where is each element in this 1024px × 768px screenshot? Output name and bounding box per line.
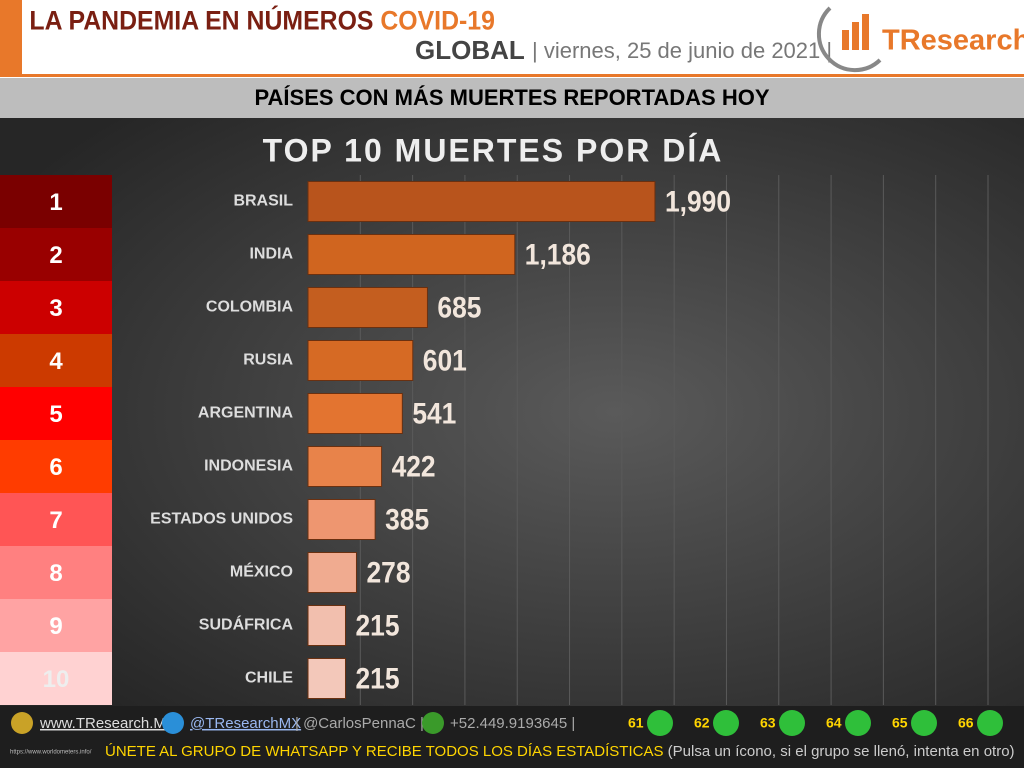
- whatsapp-icon[interactable]: [911, 710, 937, 736]
- value-label: 215: [355, 661, 399, 695]
- rank: 3: [49, 295, 62, 322]
- accent-bar: [0, 0, 22, 74]
- title-text: LA PANDEMIA EN NÚMEROS: [29, 4, 373, 35]
- web-icon: [11, 712, 33, 734]
- note: (Pulsa un ícono, si el grupo se llenó, i…: [668, 743, 1015, 760]
- whatsapp-groups: 61 62 63 64 65 66: [628, 710, 1003, 736]
- source[interactable]: https://www.worldometers.info/: [10, 750, 92, 756]
- rank: 10: [43, 666, 70, 693]
- whatsapp-icon[interactable]: [779, 710, 805, 736]
- rank: 6: [49, 454, 62, 481]
- rank-cell: [0, 175, 112, 228]
- bar: [307, 234, 516, 275]
- bar: [307, 446, 383, 487]
- group-number: 62: [694, 715, 710, 731]
- rank-cell: [0, 228, 112, 281]
- rank: 1: [49, 189, 62, 216]
- value-label: 215: [355, 608, 399, 642]
- date: | viernes, 25 de junio de 2021 |: [532, 38, 832, 63]
- category-label: CHILE: [245, 670, 293, 687]
- whatsapp-icon[interactable]: [845, 710, 871, 736]
- grid: [359, 175, 989, 705]
- group-number: 66: [958, 715, 974, 731]
- value-label: 278: [366, 555, 410, 589]
- rank-cell: [0, 652, 112, 705]
- category-label: SUDÁFRICA: [199, 615, 294, 634]
- banner: PAÍSES CON MÁS MUERTES REPORTADAS HOY: [254, 85, 769, 110]
- header-date: GLOBAL | viernes, 25 de junio de 2021 |: [415, 35, 832, 65]
- call: ÚNETE AL GRUPO DE WHATSAPP Y RECIBE TODO…: [105, 743, 663, 760]
- twitter-icon: [162, 712, 184, 734]
- bar: [307, 552, 357, 593]
- rank-cell: [0, 546, 112, 599]
- value-label: 1,990: [665, 184, 731, 218]
- rank: 8: [49, 560, 62, 587]
- category-label: INDONESIA: [204, 458, 293, 475]
- whatsapp-icon[interactable]: [647, 710, 673, 736]
- whatsapp-icon[interactable]: [713, 710, 739, 736]
- brand: TResearch: [882, 25, 1024, 57]
- rank: 5: [49, 401, 62, 428]
- rank: 4: [49, 348, 63, 375]
- category-label: ARGENTINA: [198, 405, 294, 422]
- title-highlight: COVID-19: [380, 6, 495, 35]
- rank-cell: [0, 387, 112, 440]
- header-title: LA PANDEMIA EN NÚMEROS COVID-19: [29, 4, 494, 35]
- bar: [307, 340, 414, 381]
- rank: 9: [49, 613, 62, 640]
- value-label: 422: [392, 449, 436, 483]
- category-label: RUSIA: [243, 352, 293, 369]
- phone[interactable]: +52.449.9193645 |: [450, 715, 575, 732]
- banner-bg: [0, 78, 1024, 118]
- twitter2[interactable]: | @CarlosPennaC |: [295, 715, 424, 732]
- bar: [307, 181, 656, 222]
- value-label: 1,186: [525, 237, 591, 271]
- logo: TResearch: [816, 6, 1024, 73]
- rank: 7: [49, 507, 62, 534]
- bar: [307, 658, 346, 699]
- rank-cell: [0, 493, 112, 546]
- website[interactable]: www.TResearch.Mx: [39, 715, 174, 732]
- whatsapp-icon[interactable]: [977, 710, 1003, 736]
- footer-call: ÚNETE AL GRUPO DE WHATSAPP Y RECIBE TODO…: [105, 743, 1015, 760]
- group-number: 63: [760, 715, 776, 731]
- category-label: ESTADOS UNIDOS: [150, 511, 293, 528]
- group-number: 65: [892, 715, 908, 731]
- rank: 2: [49, 242, 62, 269]
- rank-cell: [0, 599, 112, 652]
- phone-icon: [422, 712, 444, 734]
- rank-cell: [0, 334, 112, 387]
- value-label: 601: [423, 343, 467, 377]
- value-label: 541: [412, 396, 456, 430]
- bar: [307, 605, 346, 646]
- value-label: 685: [437, 290, 481, 324]
- value-label: 385: [385, 502, 429, 536]
- bar: [307, 287, 428, 328]
- rank-cell: [0, 281, 112, 334]
- group-number: 61: [628, 715, 644, 731]
- rank-cell: [0, 440, 112, 493]
- category-label: INDIA: [249, 246, 293, 263]
- category-label: COLOMBIA: [206, 299, 294, 316]
- chart-title: TOP 10 MUERTES POR DÍA: [263, 132, 724, 168]
- divider: [0, 74, 1024, 77]
- category-label: BRASIL: [233, 193, 293, 210]
- twitter[interactable]: @TResearchMX: [190, 715, 301, 732]
- bar: [307, 499, 376, 540]
- scope: GLOBAL: [415, 35, 525, 65]
- group-number: 64: [826, 715, 842, 731]
- category-label: MÉXICO: [230, 562, 293, 581]
- bar: [307, 393, 403, 434]
